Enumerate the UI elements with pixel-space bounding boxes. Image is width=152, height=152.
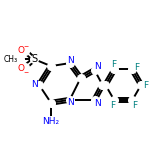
Text: N: N: [67, 56, 74, 65]
Text: F: F: [111, 60, 116, 69]
Text: N: N: [94, 62, 101, 71]
Text: N: N: [94, 99, 101, 108]
Text: CH₃: CH₃: [3, 55, 17, 64]
Text: S: S: [31, 54, 37, 64]
Text: F: F: [135, 63, 140, 72]
Text: O: O: [18, 64, 25, 73]
Text: F: F: [110, 101, 115, 110]
Text: −: −: [24, 69, 29, 74]
Text: NH₂: NH₂: [42, 117, 60, 126]
Text: F: F: [133, 101, 138, 110]
Text: −: −: [24, 44, 29, 49]
Text: O: O: [18, 46, 25, 55]
Text: N: N: [67, 98, 74, 107]
Text: F: F: [143, 81, 149, 90]
Text: N: N: [31, 80, 38, 89]
